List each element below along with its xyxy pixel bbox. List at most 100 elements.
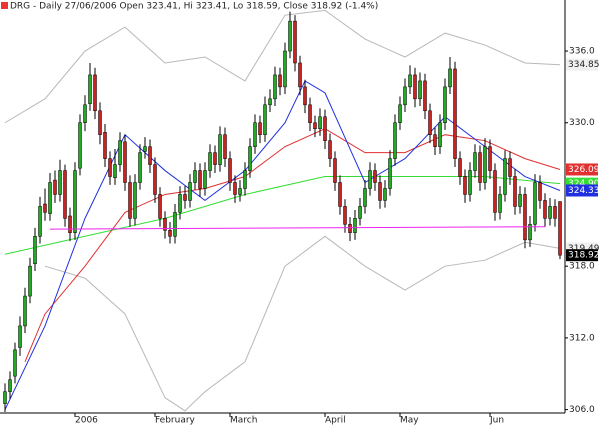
candle-body	[258, 122, 262, 135]
candle-body	[453, 68, 457, 159]
candle-body	[28, 265, 32, 297]
candle-body	[8, 379, 12, 392]
candle-body	[208, 152, 212, 171]
candle-body	[543, 200, 547, 219]
candle-body	[423, 80, 427, 112]
candle-body	[433, 134, 437, 147]
candle-body	[88, 74, 92, 104]
candle-body	[383, 188, 387, 201]
candle-body	[63, 170, 67, 219]
candle-body	[373, 170, 377, 183]
candle-body	[193, 170, 197, 183]
candle-body	[418, 80, 422, 100]
value-tag	[566, 249, 598, 262]
candle-body	[428, 110, 432, 135]
candle-body	[233, 182, 237, 195]
candle-body	[163, 218, 167, 231]
candle-body	[343, 206, 347, 225]
candle-body	[473, 152, 477, 171]
candle-body	[513, 176, 517, 207]
candle-body	[398, 104, 402, 123]
chart-title: DRG - Daily 27/06/2006 Open 323.41, Hi 3…	[10, 2, 378, 12]
candle-body	[448, 68, 452, 88]
candle-body	[218, 134, 222, 165]
candle-body	[248, 146, 252, 171]
candle-body	[3, 391, 7, 404]
value-tag-label: 324.332	[568, 186, 600, 196]
candle-body	[523, 194, 527, 241]
x-tick-label: March	[230, 416, 257, 426]
candle-body	[413, 74, 417, 100]
candle-body	[503, 158, 507, 195]
candle-body	[553, 206, 557, 219]
candle-body	[278, 74, 282, 88]
candle-body	[143, 146, 147, 152]
candle-body	[288, 20, 292, 52]
candle-body	[358, 206, 362, 219]
candle-body	[108, 158, 112, 177]
candle-body	[253, 122, 257, 147]
candle-body	[493, 170, 497, 213]
candle-body	[188, 182, 192, 201]
candle-body	[328, 140, 332, 159]
candle-body	[408, 74, 412, 88]
candle-body	[388, 158, 392, 189]
candle-body	[228, 158, 232, 183]
x-tick-label: May	[400, 416, 419, 426]
candle-body	[378, 182, 382, 201]
indicator-line	[4, 80, 561, 410]
candle-body	[238, 188, 242, 195]
candle-body	[273, 74, 277, 100]
candle-body	[338, 182, 342, 207]
candle-body	[83, 104, 87, 123]
candle-body	[38, 206, 42, 237]
x-tick-label: April	[325, 416, 346, 426]
y-tick-label: 306.0	[569, 405, 595, 415]
candle-body	[68, 215, 72, 233]
y-tick-label: 318.0	[569, 262, 595, 272]
x-tick-label: 2006	[75, 416, 98, 426]
candle-body	[293, 20, 297, 64]
candle-body	[13, 349, 17, 377]
x-tick-label: Jun	[489, 416, 504, 426]
candle-body	[478, 152, 482, 183]
candle-body	[283, 50, 287, 88]
candle-body	[153, 164, 157, 195]
candle-body	[18, 325, 22, 348]
candle-body	[23, 295, 27, 327]
candle-body	[263, 104, 267, 135]
value-tag-label: 334.855	[568, 60, 600, 70]
icon	[1, 2, 8, 9]
candle-body	[138, 152, 142, 183]
candle-body	[123, 141, 127, 183]
candle-body	[173, 212, 177, 237]
trendline	[49, 226, 546, 230]
value-tag	[566, 184, 598, 197]
candle-body	[483, 146, 487, 183]
candle-body	[438, 122, 442, 147]
candle-body	[318, 116, 322, 129]
candle-body	[488, 146, 492, 171]
candle-body	[508, 158, 512, 177]
candle-body	[118, 140, 122, 165]
candle-body	[558, 201, 562, 256]
candle-body	[313, 122, 317, 129]
candle-body	[363, 188, 367, 207]
candle-body	[168, 230, 172, 237]
candle-body	[178, 194, 182, 213]
candle-body	[158, 194, 162, 219]
indicator-line	[44, 235, 561, 412]
candle-body	[103, 132, 107, 159]
candle-body	[58, 170, 62, 195]
candle-body	[113, 164, 117, 178]
candle-body	[538, 182, 542, 201]
candle-body	[73, 170, 77, 233]
candle-body	[128, 182, 132, 219]
candle-body	[133, 182, 137, 219]
candle-body	[458, 158, 462, 177]
candle-body	[528, 224, 532, 241]
indicator-line	[4, 9, 561, 124]
y-tick-label: 312.0	[569, 333, 595, 343]
candle-body	[243, 170, 247, 189]
